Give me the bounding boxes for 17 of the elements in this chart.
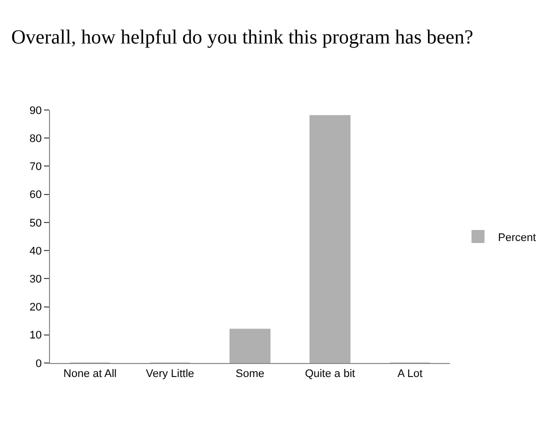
y-tick-label: 20 [30,302,42,314]
y-tick-label: 10 [30,330,42,342]
y-tick-label: 50 [30,217,42,230]
x-tick-label: Some [236,368,264,380]
y-tick-label: 30 [30,274,42,286]
x-tick-label: A Lot [397,368,423,380]
legend-label: Percent [498,232,536,244]
y-tick-label: 90 [30,104,42,117]
y-tick-label: 80 [30,132,42,145]
y-tick-label: 70 [30,161,42,174]
x-tick-label: Quite a bit [304,368,356,380]
y-tick-label: 0 [36,358,42,370]
y-tick-label: 40 [30,245,42,258]
x-tick-label: None at All [63,368,117,380]
chart-title: Overall, how helpful do you think this program has been? [11,26,474,49]
x-tick-label: Very Little [146,368,194,380]
y-tick-label: 60 [30,189,42,202]
